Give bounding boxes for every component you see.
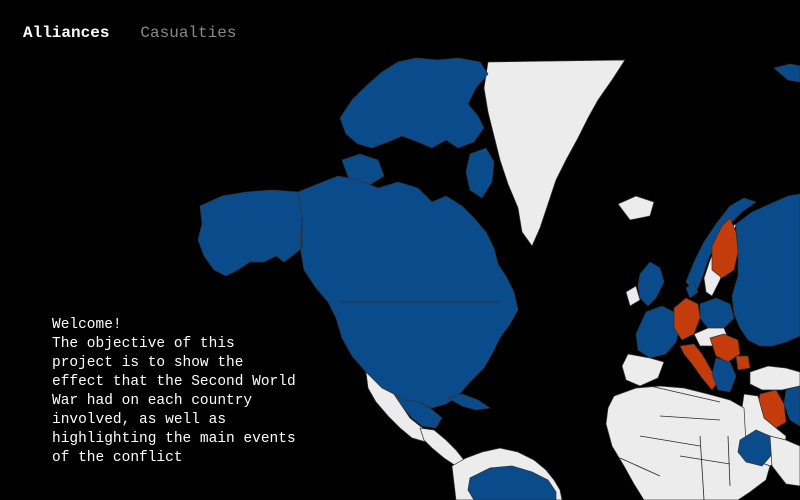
- country-ethiopia[interactable]: [737, 429, 775, 467]
- country-brazil[interactable]: [467, 465, 557, 500]
- tab-casualties[interactable]: Casualties: [140, 24, 237, 42]
- country-iberia[interactable]: [621, 353, 665, 387]
- country-balkans[interactable]: [711, 357, 737, 393]
- country-mexico-allies[interactable]: [393, 393, 443, 429]
- country-france[interactable]: [635, 305, 681, 359]
- country-ussr[interactable]: [731, 193, 800, 347]
- country-borders: [301, 218, 731, 500]
- country-poland[interactable]: [699, 297, 735, 329]
- country-iceland[interactable]: [617, 195, 655, 221]
- country-cuba[interactable]: [447, 393, 491, 411]
- country-bulgaria[interactable]: [735, 355, 751, 371]
- country-greenland[interactable]: [483, 59, 626, 247]
- country-hungary-romania[interactable]: [709, 333, 741, 363]
- country-ireland[interactable]: [625, 285, 641, 307]
- country-alaska[interactable]: [197, 189, 303, 277]
- welcome-panel: Welcome! The objective of this project i…: [52, 316, 302, 468]
- welcome-body: The objective of this project is to show…: [52, 336, 296, 466]
- country-norway[interactable]: [685, 197, 757, 293]
- welcome-heading: Welcome!: [52, 317, 122, 333]
- country-north-africa[interactable]: [605, 385, 771, 500]
- country-uk[interactable]: [637, 261, 665, 307]
- country-canada-usa[interactable]: [297, 175, 519, 409]
- top-nav: Alliances Casualties: [23, 22, 267, 44]
- country-arabia[interactable]: [769, 435, 800, 487]
- country-canada-arctic[interactable]: [339, 57, 489, 149]
- country-denmark[interactable]: [685, 281, 699, 299]
- country-iran[interactable]: [783, 385, 800, 427]
- tab-alliances[interactable]: Alliances: [23, 24, 110, 42]
- country-turkey[interactable]: [749, 365, 800, 391]
- country-italy[interactable]: [679, 343, 719, 391]
- country-ussr-island[interactable]: [773, 63, 800, 83]
- country-baffin-island[interactable]: [465, 147, 495, 199]
- country-germany[interactable]: [673, 297, 701, 341]
- world-map[interactable]: [0, 56, 800, 500]
